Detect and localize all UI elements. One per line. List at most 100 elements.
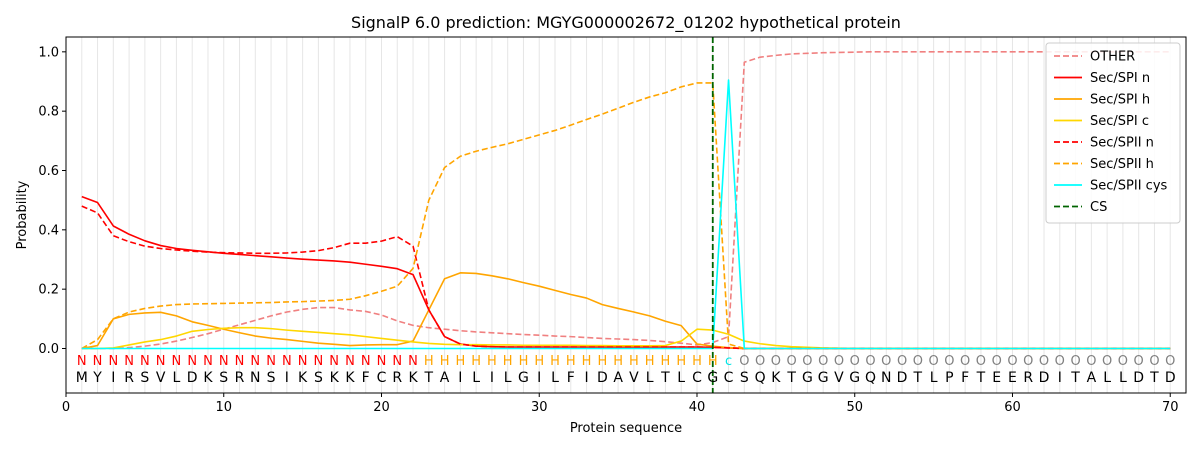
sequence-residue: I bbox=[285, 370, 289, 386]
sequence-residue: G bbox=[849, 370, 860, 386]
sequence-residue: N bbox=[881, 370, 891, 386]
sequence-residue: T bbox=[1070, 370, 1080, 386]
sequence-residue: A bbox=[440, 370, 450, 386]
sequence-residue: T bbox=[1149, 370, 1159, 386]
region-label: H bbox=[471, 354, 481, 369]
region-label: O bbox=[1023, 354, 1033, 369]
region-label: O bbox=[834, 354, 844, 369]
y-tick-label: 1.0 bbox=[38, 45, 59, 60]
region-label: N bbox=[345, 354, 355, 369]
region-label: H bbox=[582, 354, 592, 369]
region-label: H bbox=[645, 354, 655, 369]
legend-label: OTHER bbox=[1090, 50, 1135, 65]
sequence-residue: A bbox=[1087, 370, 1097, 386]
region-label: O bbox=[755, 354, 765, 369]
sequence-residue: T bbox=[976, 370, 986, 386]
region-label: H bbox=[629, 354, 639, 369]
sequence-residue: S bbox=[267, 370, 276, 386]
region-label: N bbox=[361, 354, 371, 369]
sequence-residue: L bbox=[1119, 370, 1127, 386]
x-tick-label: 70 bbox=[1162, 400, 1179, 415]
region-label: c bbox=[725, 354, 732, 369]
sequence-residue: K bbox=[203, 370, 213, 386]
region-label: O bbox=[771, 354, 781, 369]
sequence-residue: L bbox=[504, 370, 512, 386]
sequence-residue: L bbox=[551, 370, 559, 386]
sequence-residue: T bbox=[786, 370, 796, 386]
sequence-residue: L bbox=[173, 370, 181, 386]
sequence-residue: S bbox=[140, 370, 149, 386]
region-label: N bbox=[250, 354, 260, 369]
sequence-residue: T bbox=[424, 370, 434, 386]
legend-label: Sec/SPI c bbox=[1090, 114, 1149, 129]
sequence-residue: V bbox=[156, 370, 166, 386]
region-label: H bbox=[661, 354, 671, 369]
x-tick-label: 20 bbox=[373, 400, 390, 415]
region-label: O bbox=[1134, 354, 1144, 369]
sequence-residue: R bbox=[235, 370, 245, 386]
region-label: H bbox=[692, 354, 702, 369]
region-label: N bbox=[187, 354, 197, 369]
sequence-residue: F bbox=[567, 370, 575, 386]
region-label: H bbox=[550, 354, 560, 369]
region-label: N bbox=[408, 354, 418, 369]
sequence-residue: M bbox=[76, 370, 88, 386]
y-tick-label: 0.2 bbox=[38, 283, 59, 298]
sequence-residue: I bbox=[111, 370, 115, 386]
sequence-residue: G bbox=[707, 370, 718, 386]
region-label: O bbox=[787, 354, 797, 369]
sequence-residue: D bbox=[1039, 370, 1050, 386]
sequence-residue: C bbox=[724, 370, 734, 386]
sequence-residue: C bbox=[377, 370, 387, 386]
legend-label: CS bbox=[1090, 200, 1107, 215]
sequence-residue: I bbox=[458, 370, 462, 386]
sequence-residue: R bbox=[392, 370, 402, 386]
x-axis-label: Protein sequence bbox=[570, 421, 682, 436]
sequence-residue: L bbox=[930, 370, 938, 386]
series-line bbox=[81, 79, 1171, 350]
y-tick-label: 0.8 bbox=[38, 105, 59, 120]
region-label: O bbox=[1007, 354, 1017, 369]
region-label: O bbox=[1070, 354, 1080, 369]
region-label: N bbox=[156, 354, 166, 369]
x-tick-label: 40 bbox=[689, 400, 706, 415]
sequence-residue: L bbox=[472, 370, 480, 386]
sequence-residue: V bbox=[629, 370, 639, 386]
region-label: H bbox=[613, 354, 623, 369]
region-label: O bbox=[1118, 354, 1128, 369]
sequence-residue: I bbox=[584, 370, 588, 386]
region-label: N bbox=[377, 354, 387, 369]
region-label: N bbox=[392, 354, 402, 369]
region-label: O bbox=[865, 354, 875, 369]
sequence-residue: Q bbox=[755, 370, 766, 386]
region-label: O bbox=[928, 354, 938, 369]
sequence-residue: A bbox=[613, 370, 623, 386]
region-label: O bbox=[1102, 354, 1112, 369]
sequence-residue: F bbox=[362, 370, 370, 386]
region-label: O bbox=[1149, 354, 1159, 369]
sequence-residue: F bbox=[961, 370, 969, 386]
y-tick-label: 0.0 bbox=[38, 342, 59, 357]
region-label: N bbox=[314, 354, 324, 369]
sequence-residue: S bbox=[219, 370, 228, 386]
sequence-residue: L bbox=[677, 370, 685, 386]
region-label: N bbox=[329, 354, 339, 369]
region-label: H bbox=[503, 354, 513, 369]
region-label: N bbox=[140, 354, 150, 369]
sequence-residue: S bbox=[314, 370, 323, 386]
region-label: N bbox=[77, 354, 87, 369]
legend-label: Sec/SPII n bbox=[1090, 136, 1154, 151]
y-axis-label: Probability bbox=[15, 180, 30, 249]
region-label: O bbox=[1165, 354, 1175, 369]
region-label: N bbox=[108, 354, 118, 369]
y-tick-label: 0.4 bbox=[38, 223, 59, 238]
region-label: O bbox=[913, 354, 923, 369]
sequence-residue: L bbox=[1103, 370, 1111, 386]
sequence-residue: V bbox=[834, 370, 844, 386]
x-tick-label: 30 bbox=[531, 400, 548, 415]
region-label: H bbox=[440, 354, 450, 369]
region-label: H bbox=[566, 354, 576, 369]
series-line bbox=[81, 51, 1171, 350]
